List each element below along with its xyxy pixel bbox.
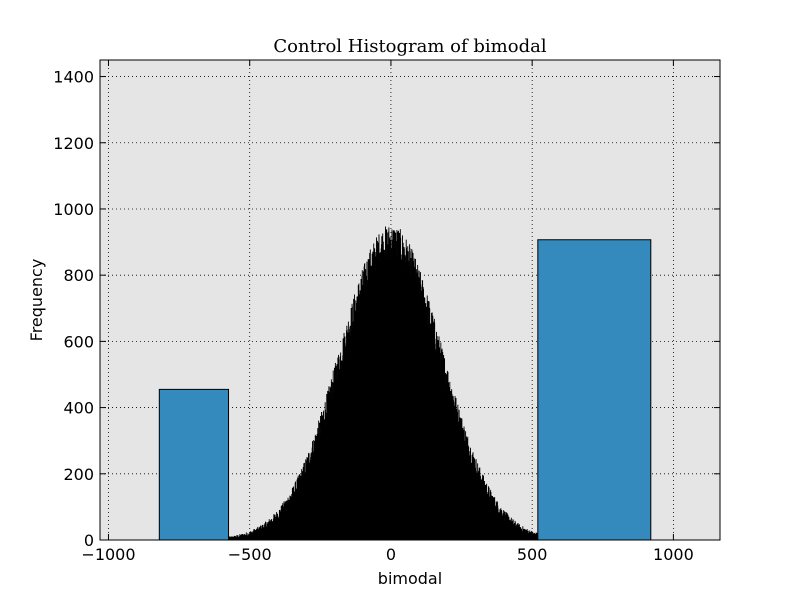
distribution: [228, 226, 539, 541]
x-tick-labels: −1000 −500 0 500 1000: [81, 545, 693, 564]
x-tick-label: −1000: [81, 545, 135, 564]
y-tick-label: 1000: [53, 200, 94, 219]
x-tick-label: 1000: [653, 545, 694, 564]
bar: [537, 239, 652, 541]
y-tick-label: 1400: [53, 68, 94, 87]
y-axis-label: Frequency: [27, 259, 46, 342]
chart-title: Control Histogram of bimodal: [273, 36, 546, 57]
y-tick-label: 1200: [53, 134, 94, 153]
y-tick-labels: 0 200 400 600 800 1000 1200 1400: [53, 68, 94, 550]
x-tick-label: −500: [228, 545, 272, 564]
x-axis-label: bimodal: [378, 569, 442, 588]
y-tick-label: 200: [63, 465, 94, 484]
y-tick-label: 400: [63, 399, 94, 418]
x-tick-label: 0: [386, 545, 396, 564]
y-tick-label: 800: [63, 266, 94, 285]
y-tick-label: 600: [63, 332, 94, 351]
plot-frame: [99, 59, 721, 541]
bar: [158, 388, 230, 541]
x-tick-label: 500: [517, 545, 548, 564]
distribution-histogram: [228, 226, 539, 541]
bars: [158, 239, 652, 541]
axis-ticks: [100, 60, 720, 541]
y-tick-label: 0: [84, 531, 94, 550]
